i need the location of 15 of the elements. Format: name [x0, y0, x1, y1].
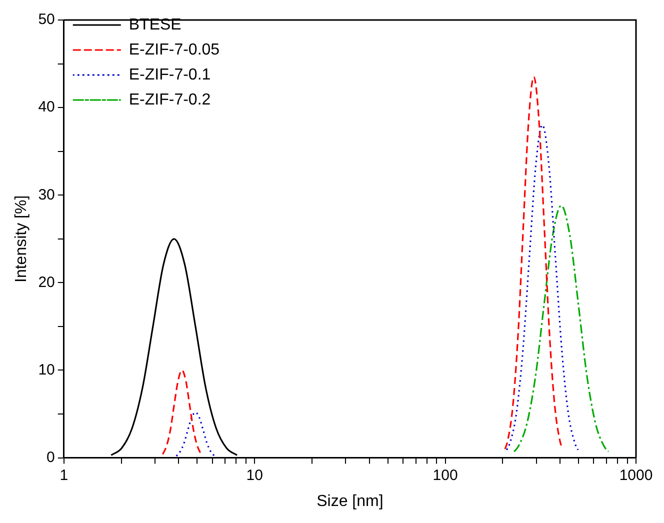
legend-label: E-ZIF-7-0.1: [128, 66, 211, 84]
y-tick-label: 10: [38, 361, 55, 378]
legend-label: E-ZIF-7-0.05: [128, 41, 220, 58]
y-tick-label: 0: [46, 448, 55, 466]
y-tick-label: 20: [38, 274, 55, 291]
x-tick-label: 1: [60, 466, 68, 484]
y-axis-title: Intensity [%]: [13, 195, 30, 282]
y-tick-label: 40: [38, 98, 55, 116]
y-tick-label: 30: [38, 186, 55, 204]
x-axis-title: Size [nm]: [316, 492, 384, 510]
legend-label: E-ZIF-7-0.2: [128, 91, 211, 108]
x-tick-label: 100: [432, 466, 458, 484]
x-tick-label: 1000: [619, 466, 653, 484]
x-tick-label: 10: [246, 466, 263, 484]
y-tick-label: 50: [38, 11, 55, 28]
